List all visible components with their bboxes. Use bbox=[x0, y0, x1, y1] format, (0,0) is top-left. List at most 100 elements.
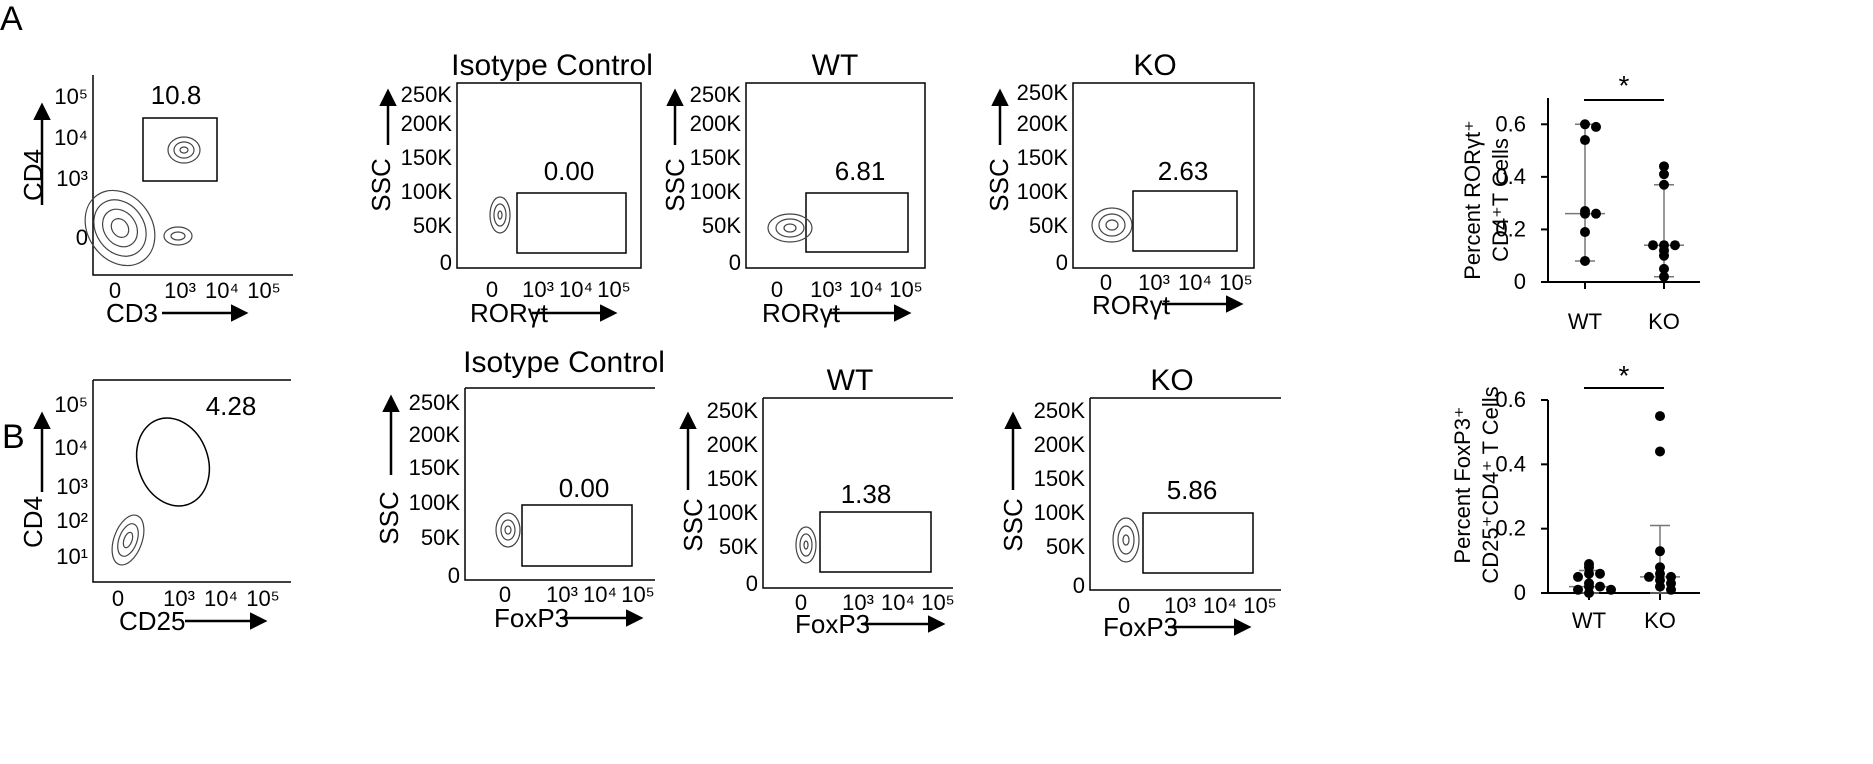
x-tick: 10⁵ bbox=[921, 590, 955, 615]
data-point bbox=[1659, 161, 1669, 172]
x-axis-label: FoxP3 bbox=[1103, 612, 1178, 642]
y-tick: 10¹ bbox=[56, 544, 88, 569]
y-axis-label: SSC bbox=[660, 158, 690, 211]
y-axis-label-line2: CD4⁺T Cells bbox=[1488, 138, 1513, 262]
y-tick-label: 0.6 bbox=[1495, 111, 1526, 136]
data-point bbox=[1659, 263, 1669, 274]
y-tick-label: 0.2 bbox=[1495, 516, 1526, 541]
y-tick: 10³ bbox=[56, 474, 88, 499]
data-point bbox=[1655, 546, 1665, 557]
y-tick: 200K bbox=[690, 111, 742, 136]
y-tick-label: 0.4 bbox=[1495, 451, 1526, 476]
gate-rectangle bbox=[1132, 190, 1238, 252]
y-tick: 0 bbox=[440, 250, 452, 275]
plot-title: WT bbox=[827, 364, 874, 397]
data-point bbox=[1580, 135, 1590, 146]
x-tick: 10³ bbox=[522, 277, 554, 302]
plot-title: Isotype Control bbox=[463, 346, 665, 379]
y-axis-label: SSC bbox=[998, 498, 1028, 551]
y-tick: 50K bbox=[421, 525, 460, 550]
x-tick: 10³ bbox=[163, 586, 195, 611]
data-point bbox=[1644, 571, 1654, 582]
y-tick: 0 bbox=[746, 571, 758, 596]
x-tick: 10⁴ bbox=[849, 277, 883, 302]
x-tick: 0 bbox=[1100, 270, 1112, 295]
data-point bbox=[1659, 271, 1669, 282]
gate-value: 1.38 bbox=[841, 479, 892, 509]
y-tick: 10⁴ bbox=[54, 435, 88, 460]
dot-plot-a: 0 0.2 0.4 0.6 Percent RORγt⁺ CD4⁺T Cells WT… bbox=[1460, 70, 1700, 334]
contour-blobs bbox=[1091, 207, 1133, 243]
data-point bbox=[1655, 581, 1665, 592]
x-tick: 10⁴ bbox=[204, 586, 238, 611]
y-tick: 10³ bbox=[56, 166, 88, 191]
y-tick: 10⁵ bbox=[54, 392, 88, 417]
data-point bbox=[1659, 169, 1669, 180]
y-tick: 250K bbox=[409, 390, 461, 415]
x-tick: 0 bbox=[771, 277, 783, 302]
dot-plot-b: 0 0.2 0.4 0.6 Percent FoxP3⁺ CD25⁺CD4⁺ T Ce… bbox=[1450, 360, 1700, 633]
data-point bbox=[1573, 584, 1583, 595]
x-axis-label: FoxP3 bbox=[795, 609, 870, 639]
y-tick: 100K bbox=[1017, 179, 1069, 204]
data-point bbox=[1595, 568, 1605, 579]
x-tick: 0 bbox=[109, 278, 121, 303]
gate-rectangle bbox=[805, 192, 909, 253]
y-tick: 250K bbox=[1034, 398, 1086, 423]
x-tick: 10⁵ bbox=[889, 277, 923, 302]
gate-rectangle bbox=[142, 117, 218, 182]
y-tick: 200K bbox=[707, 432, 759, 457]
significance-marker: * bbox=[1619, 70, 1630, 101]
x-tick: 10⁵ bbox=[1243, 593, 1277, 618]
data-point bbox=[1595, 581, 1605, 592]
flow-plot-b-wt: WT 1.38 250K 200K 150K 100K 50K 0 0 10³ … bbox=[678, 364, 955, 639]
gating-plot-a: 10.8 10⁵ 10⁴ 10³ 0 0 10³ 10⁴ 10⁵ CD4 CD3 bbox=[18, 75, 293, 328]
y-tick: 200K bbox=[1017, 111, 1069, 136]
data-point bbox=[1670, 240, 1680, 251]
gate-value: 0.00 bbox=[544, 156, 595, 186]
data-point bbox=[1580, 119, 1590, 130]
y-tick-label: 0 bbox=[1514, 269, 1526, 294]
x-tick: 10³ bbox=[1138, 270, 1170, 295]
x-tick: 10⁴ bbox=[583, 582, 617, 607]
x-axis-label: CD3 bbox=[106, 298, 158, 328]
y-tick: 10⁴ bbox=[54, 125, 88, 150]
significance-marker: * bbox=[1619, 360, 1630, 391]
y-tick-label: 0.6 bbox=[1495, 387, 1526, 412]
y-tick: 100K bbox=[409, 490, 461, 515]
x-axis-label: RORγt bbox=[762, 298, 841, 328]
data-point bbox=[1655, 411, 1665, 422]
y-axis-label: SSC bbox=[374, 491, 404, 544]
data-point bbox=[1606, 584, 1616, 595]
y-axis-label-line1: Percent RORγt⁺ bbox=[1460, 120, 1485, 280]
x-axis-label: RORγt bbox=[1092, 290, 1171, 320]
y-tick: 150K bbox=[690, 145, 742, 170]
data-point bbox=[1655, 446, 1665, 457]
y-tick: 200K bbox=[401, 111, 453, 136]
plot-title: Isotype Control bbox=[451, 49, 653, 82]
dot-plot-b-marks: 0 0.2 0.4 0.6 bbox=[1495, 387, 1700, 605]
y-axis-label: CD4 bbox=[18, 149, 48, 201]
contour-blobs bbox=[489, 196, 511, 234]
y-tick: 100K bbox=[1034, 500, 1086, 525]
x-tick: 10⁵ bbox=[597, 277, 631, 302]
gate-rectangle bbox=[521, 504, 633, 567]
flow-plot-b-isotype: Isotype Control 0.00 250K 200K 150K 100K… bbox=[374, 346, 665, 633]
data-point bbox=[1591, 208, 1601, 219]
y-tick: 0 bbox=[1073, 573, 1085, 598]
x-tick: 0 bbox=[795, 590, 807, 615]
x-tick: 0 bbox=[499, 582, 511, 607]
y-tick: 50K bbox=[413, 213, 452, 238]
x-tick: 10³ bbox=[1164, 593, 1196, 618]
data-point bbox=[1659, 179, 1669, 190]
plot-title: WT bbox=[812, 49, 859, 82]
flow-plot-b-ko: KO 5.86 250K 200K 150K 100K 50K 0 0 10³ … bbox=[998, 364, 1281, 642]
gating-plot-b: 4.28 10⁵ 10⁴ 10³ 10² 10¹ 0 10³ 10⁴ 10⁵ C… bbox=[18, 379, 291, 636]
gate-value: 6.81 bbox=[835, 156, 886, 186]
y-tick: 0 bbox=[76, 225, 88, 250]
panel-label-a: A bbox=[0, 0, 23, 38]
y-axis-label: CD4 bbox=[18, 496, 48, 548]
data-point bbox=[1580, 255, 1590, 266]
y-tick: 150K bbox=[401, 145, 453, 170]
